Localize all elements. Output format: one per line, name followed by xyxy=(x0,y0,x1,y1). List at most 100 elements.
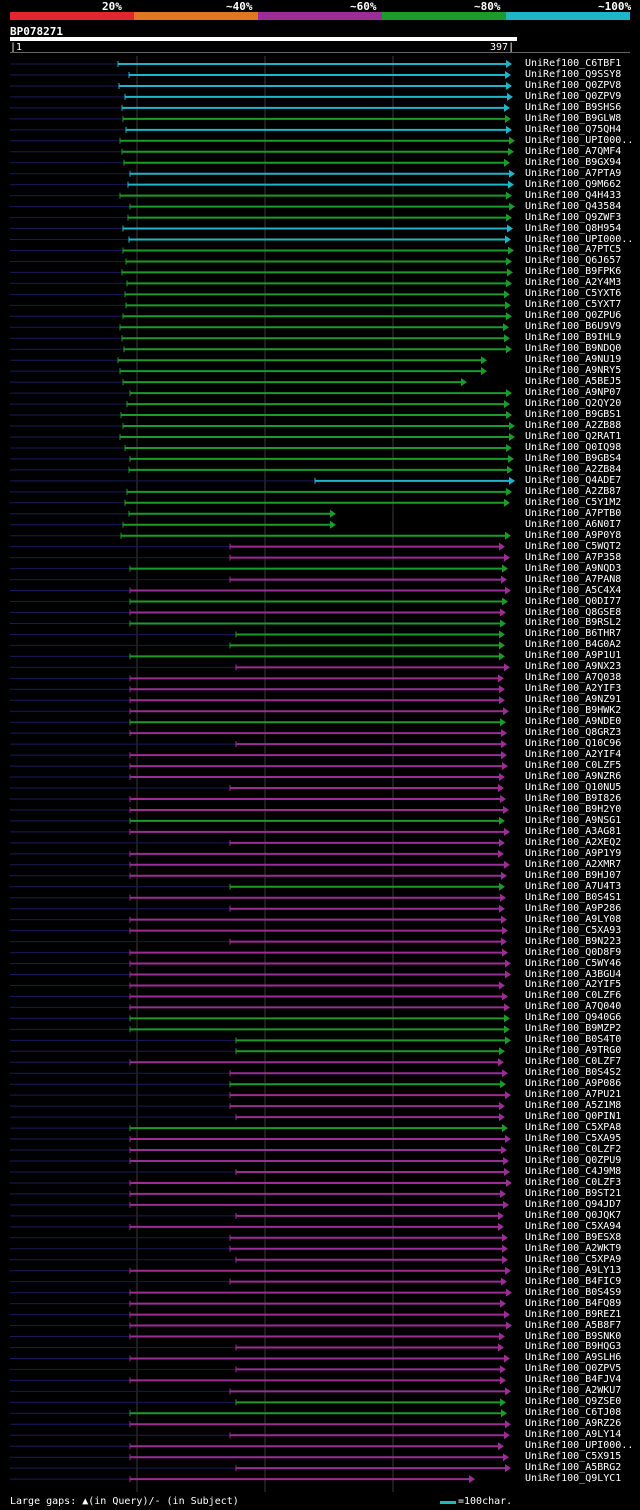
hit-label[interactable]: UniRef100_A9NU19 xyxy=(525,354,622,366)
hit-label[interactable]: UniRef100_Q0ZPU9 xyxy=(525,1155,622,1166)
hit-label[interactable]: UniRef100_A6N0I7 xyxy=(525,518,622,530)
hit-label[interactable]: UniRef100_B4FIC9 xyxy=(525,1275,622,1287)
hit-label[interactable]: UniRef100_C5YXT7 xyxy=(525,299,622,311)
hit-label[interactable]: UniRef100_A2YIF5 xyxy=(525,979,622,991)
hit-label[interactable]: UniRef100_A7Q038 xyxy=(525,672,622,684)
hit-label[interactable]: UniRef100_A9SLH6 xyxy=(525,1352,622,1364)
hit-label[interactable]: UniRef100_A7PTC5 xyxy=(525,244,622,256)
hit-label[interactable]: UniRef100_Q4ADE7 xyxy=(525,474,622,486)
hit-label[interactable]: UniRef100_Q10NU5 xyxy=(525,782,622,794)
hit-label[interactable]: UniRef100_C4J9M8 xyxy=(525,1165,622,1177)
hit-label[interactable]: UniRef100_Q9SSY8 xyxy=(525,68,622,80)
hit-label[interactable]: UniRef100_C6TBF1 xyxy=(525,58,622,69)
hit-label[interactable]: UniRef100_C5WQT2 xyxy=(525,540,622,552)
hit-label[interactable]: UniRef100_C5XA95 xyxy=(525,1133,622,1145)
hit-label[interactable]: UniRef100_A2ZB88 xyxy=(525,420,622,431)
hit-label[interactable]: UniRef100_B9RSL2 xyxy=(525,617,622,629)
hit-label[interactable]: UniRef100_A9NSG1 xyxy=(525,814,622,826)
hit-label[interactable]: UniRef100_B9SNK0 xyxy=(525,1330,622,1342)
hit-label[interactable]: UniRef100_A7PTB0 xyxy=(525,507,622,519)
hit-label[interactable]: UniRef100_C5XPA8 xyxy=(525,1122,622,1134)
hit-label[interactable]: UniRef100_B9MZP2 xyxy=(525,1023,622,1035)
hit-label[interactable]: UniRef100_A9NP07 xyxy=(525,387,622,399)
hit-label[interactable]: UniRef100_C0LZF5 xyxy=(525,760,622,772)
hit-label[interactable]: UniRef100_A9LY08 xyxy=(525,913,622,925)
hit-label[interactable]: UniRef100_Q0ZPU6 xyxy=(525,310,622,322)
hit-label[interactable]: UniRef100_C0LZF2 xyxy=(525,1144,622,1156)
hit-label[interactable]: UniRef100_Q6J657 xyxy=(525,255,622,267)
hit-label[interactable]: UniRef100_UPI000.. xyxy=(525,233,634,245)
hit-label[interactable]: UniRef100_C5XA93 xyxy=(525,924,622,936)
hit-label[interactable]: UniRef100_Q2RAT1 xyxy=(525,430,622,442)
hit-label[interactable]: UniRef100_A2XEQ2 xyxy=(525,836,622,848)
hit-label[interactable]: UniRef100_A9P0Y8 xyxy=(525,529,622,541)
hit-label[interactable]: UniRef100_A7QMF4 xyxy=(525,145,622,157)
hit-label[interactable]: UniRef100_A2WKT9 xyxy=(525,1242,622,1254)
hit-label[interactable]: UniRef100_B9GBS1 xyxy=(525,409,622,421)
hit-label[interactable]: UniRef100_B9N223 xyxy=(525,935,622,947)
hit-label[interactable]: UniRef100_Q0PIN1 xyxy=(525,1111,622,1123)
hit-label[interactable]: UniRef100_A2WKU7 xyxy=(525,1385,622,1397)
hit-label[interactable]: UniRef100_Q0ZPV9 xyxy=(525,90,622,102)
hit-label[interactable]: UniRef100_B0S4T0 xyxy=(525,1034,622,1046)
hit-label[interactable]: UniRef100_Q9LYC1 xyxy=(525,1473,622,1485)
hit-label[interactable]: UniRef100_C0LZF7 xyxy=(525,1056,622,1068)
hit-label[interactable]: UniRef100_A9TRG0 xyxy=(525,1045,622,1057)
hit-label[interactable]: UniRef100_A7PTA9 xyxy=(525,167,622,179)
hit-label[interactable]: UniRef100_Q0D8F9 xyxy=(525,946,622,958)
hit-label[interactable]: UniRef100_A2YIF3 xyxy=(525,683,622,695)
hit-label[interactable]: UniRef100_Q9ZWF3 xyxy=(525,211,622,223)
hit-label[interactable]: UniRef100_B9HJ07 xyxy=(525,869,622,881)
hit-label[interactable]: UniRef100_A2Y4M3 xyxy=(525,277,622,289)
hit-label[interactable]: UniRef100_B9FPK6 xyxy=(525,266,622,278)
hit-label[interactable]: UniRef100_A9NRY5 xyxy=(525,365,622,377)
hit-label[interactable]: UniRef100_Q2QY20 xyxy=(525,398,622,410)
hit-label[interactable]: UniRef100_A7PU21 xyxy=(525,1089,622,1101)
hit-label[interactable]: UniRef100_C5WY46 xyxy=(525,957,622,969)
hit-label[interactable]: UniRef100_B9H2Y0 xyxy=(525,803,622,815)
hit-label[interactable]: UniRef100_B9IHL9 xyxy=(525,332,622,344)
hit-label[interactable]: UniRef100_Q9ZSE0 xyxy=(525,1396,622,1408)
hit-label[interactable]: UniRef100_B9SHS6 xyxy=(525,101,622,113)
hit-label[interactable]: UniRef100_A9NDE0 xyxy=(525,716,622,728)
hit-label[interactable]: UniRef100_B9I826 xyxy=(525,792,622,804)
hit-label[interactable]: UniRef100_A9LY14 xyxy=(525,1429,622,1441)
hit-label[interactable]: UniRef100_Q43584 xyxy=(525,200,622,212)
hit-label[interactable]: UniRef100_B9ST21 xyxy=(525,1187,622,1199)
hit-label[interactable]: UniRef100_B9NDQ0 xyxy=(525,343,622,355)
hit-label[interactable]: UniRef100_B9HQG3 xyxy=(525,1341,622,1353)
hit-label[interactable]: UniRef100_Q9M662 xyxy=(525,178,622,190)
hit-label[interactable]: UniRef100_B4FJV4 xyxy=(525,1374,622,1386)
hit-label[interactable]: UniRef100_C5XPA9 xyxy=(525,1253,622,1265)
hit-label[interactable]: UniRef100_A9NZ91 xyxy=(525,694,622,706)
hit-label[interactable]: UniRef100_B4FQ89 xyxy=(525,1297,622,1309)
hit-label[interactable]: UniRef100_A5B8F7 xyxy=(525,1319,622,1331)
hit-label[interactable]: UniRef100_A9NQD3 xyxy=(525,562,622,574)
hit-label[interactable]: UniRef100_C5XA94 xyxy=(525,1220,622,1232)
hit-label[interactable]: UniRef100_A2XMR7 xyxy=(525,858,622,870)
hit-label[interactable]: UniRef100_B9REZ1 xyxy=(525,1308,622,1320)
hit-label[interactable]: UniRef100_C6TJ08 xyxy=(525,1407,622,1419)
hit-label[interactable]: UniRef100_C0LZF6 xyxy=(525,990,622,1002)
hit-label[interactable]: UniRef100_Q0ZPV5 xyxy=(525,1363,622,1375)
hit-label[interactable]: UniRef100_B9GBS4 xyxy=(525,452,622,464)
hit-label[interactable]: UniRef100_A3AG81 xyxy=(525,825,622,837)
hit-label[interactable]: UniRef100_A9NZR6 xyxy=(525,771,622,783)
hit-label[interactable]: UniRef100_A5BRG2 xyxy=(525,1462,622,1474)
hit-label[interactable]: UniRef100_UPI000.. xyxy=(525,134,634,146)
hit-label[interactable]: UniRef100_Q10C96 xyxy=(525,738,622,750)
hit-label[interactable]: UniRef100_A2YIF4 xyxy=(525,749,622,761)
hit-label[interactable]: UniRef100_C0LZF3 xyxy=(525,1176,622,1188)
hit-label[interactable]: UniRef100_C5YXT6 xyxy=(525,288,622,300)
hit-label[interactable]: UniRef100_C5Y1M2 xyxy=(525,496,622,508)
hit-label[interactable]: UniRef100_A3BGU4 xyxy=(525,968,622,980)
hit-label[interactable]: UniRef100_Q0IQ98 xyxy=(525,441,622,453)
hit-label[interactable]: UniRef100_A2ZB84 xyxy=(525,463,622,475)
hit-label[interactable]: UniRef100_Q940G6 xyxy=(525,1012,622,1024)
hit-label[interactable]: UniRef100_Q94JD7 xyxy=(525,1198,622,1210)
hit-label[interactable]: UniRef100_B0S4S9 xyxy=(525,1286,622,1298)
hit-label[interactable]: UniRef100_Q75QH4 xyxy=(525,123,622,135)
hit-label[interactable]: UniRef100_A9NX23 xyxy=(525,661,622,673)
hit-label[interactable]: UniRef100_Q0JQK7 xyxy=(525,1209,622,1221)
hit-label[interactable]: UniRef100_Q0ZPV8 xyxy=(525,79,622,91)
